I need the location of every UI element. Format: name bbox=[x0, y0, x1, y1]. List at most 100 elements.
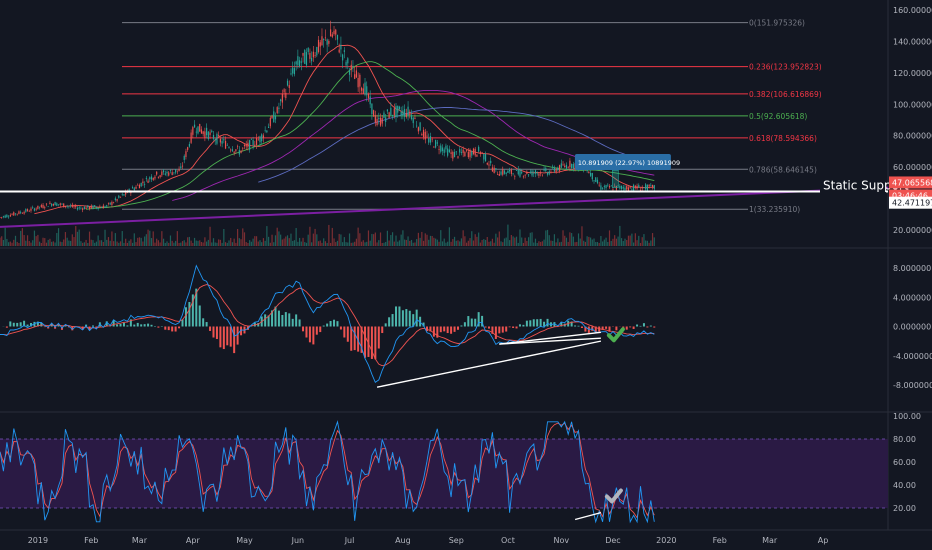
check-icon bbox=[606, 327, 625, 343]
candle-body bbox=[99, 206, 101, 208]
x-tick-label: 2019 bbox=[28, 536, 48, 545]
candle-body bbox=[639, 190, 642, 191]
volume-bar bbox=[206, 241, 208, 246]
volume-bar bbox=[521, 237, 523, 246]
volume-bar bbox=[309, 226, 311, 246]
candle-body bbox=[552, 166, 554, 168]
candle-body bbox=[536, 172, 538, 174]
candle-body bbox=[440, 145, 442, 152]
macd-histogram-bar bbox=[264, 314, 267, 327]
macd-histogram-bar bbox=[522, 324, 525, 327]
volume-bar bbox=[385, 241, 387, 246]
candle-body bbox=[176, 170, 178, 172]
volume-bar bbox=[388, 240, 390, 246]
volume-bar bbox=[577, 233, 580, 246]
volume-bar bbox=[352, 242, 354, 246]
volume-bar bbox=[245, 242, 247, 246]
macd-histogram-bar bbox=[322, 325, 325, 327]
time-axis[interactable]: 2019 Feb Mar Apr May Jun Jul Aug Sep Oct Nov Dec 202… bbox=[28, 536, 829, 545]
y-tick-label: 80.00 bbox=[893, 435, 916, 444]
volume-bar bbox=[76, 231, 79, 246]
candle-body bbox=[381, 118, 383, 124]
candle-body bbox=[503, 170, 506, 174]
volume-bar bbox=[280, 234, 282, 246]
volume-bar bbox=[44, 238, 46, 246]
candle-body bbox=[500, 171, 502, 175]
candle-body bbox=[641, 187, 643, 189]
volume-bar bbox=[135, 242, 137, 246]
candles-layer bbox=[0, 20, 655, 219]
candle-body bbox=[197, 126, 199, 134]
candle-body bbox=[63, 203, 65, 208]
volume-bar bbox=[39, 241, 41, 246]
candle-body bbox=[35, 208, 37, 210]
candle-body bbox=[68, 205, 70, 207]
volume-bar bbox=[445, 242, 447, 246]
macd-histogram-bar bbox=[147, 323, 150, 327]
macd-histogram-bar bbox=[525, 320, 528, 327]
volume-bar bbox=[42, 237, 44, 246]
price-axis[interactable]: 20.00000040.00000060.00000080.000000100.… bbox=[893, 6, 932, 513]
volume-bar bbox=[624, 238, 626, 246]
macd-histogram-bar bbox=[167, 326, 170, 331]
candle-body bbox=[333, 30, 335, 35]
macd-histogram-bar bbox=[364, 326, 367, 358]
volume-bar bbox=[436, 239, 438, 246]
y-tick-label: 100.00 bbox=[893, 412, 921, 421]
fib-label-0.786: 0.786(58.646145) bbox=[749, 165, 817, 174]
macd-divergence-line bbox=[376, 340, 602, 388]
y-tick-label: 8.000000 bbox=[893, 264, 931, 273]
volume-bar bbox=[192, 242, 194, 246]
candle-body bbox=[21, 213, 23, 214]
macd-histogram-bar bbox=[415, 309, 418, 327]
macd-histogram-bar bbox=[257, 323, 260, 327]
candle-body bbox=[25, 209, 27, 212]
candle-body bbox=[538, 173, 540, 176]
volume-bar bbox=[269, 242, 271, 246]
candle-body bbox=[42, 204, 44, 209]
volume-bar bbox=[619, 225, 621, 246]
candle-body bbox=[421, 134, 423, 136]
volume-bar bbox=[343, 237, 345, 246]
macd-layer bbox=[0, 264, 656, 388]
volume-bar bbox=[533, 242, 535, 246]
macd-histogram-bar bbox=[343, 326, 346, 338]
candle-body bbox=[311, 57, 313, 62]
volume-bar bbox=[69, 240, 72, 246]
volume-bar bbox=[226, 242, 228, 246]
candle-body bbox=[9, 215, 11, 217]
macd-histogram-bar bbox=[501, 326, 504, 333]
volume-bar bbox=[202, 242, 204, 246]
volume-bar bbox=[238, 238, 240, 246]
macd-histogram-bar bbox=[209, 326, 212, 331]
candle-body bbox=[412, 117, 414, 124]
candle-body bbox=[395, 105, 397, 117]
candle-body bbox=[211, 130, 213, 133]
candle-body bbox=[405, 113, 407, 118]
macd-histogram-bar bbox=[481, 315, 484, 327]
candle-body bbox=[249, 140, 251, 150]
candle-body bbox=[589, 172, 592, 176]
volume-bar bbox=[472, 240, 475, 246]
volume-bar bbox=[338, 233, 340, 246]
candle-body bbox=[193, 124, 196, 128]
macd-histogram-bar bbox=[560, 321, 563, 327]
volume-bar bbox=[317, 241, 320, 246]
macd-histogram-bar bbox=[470, 318, 473, 327]
macd-histogram-bar bbox=[484, 326, 487, 328]
volume-bar bbox=[262, 238, 265, 246]
volume-bar bbox=[417, 232, 419, 246]
candle-body bbox=[433, 146, 435, 148]
candle-body bbox=[488, 164, 490, 166]
volume-bar bbox=[104, 229, 106, 246]
candle-body bbox=[290, 73, 292, 75]
volume-bar bbox=[464, 236, 466, 246]
volume-bar bbox=[111, 231, 113, 246]
volume-bar bbox=[312, 233, 314, 246]
volume-bar bbox=[161, 231, 163, 246]
candle-body bbox=[206, 127, 208, 136]
macd-histogram-bar bbox=[487, 326, 490, 329]
candle-body bbox=[161, 171, 163, 176]
macd-histogram-bar bbox=[518, 324, 521, 327]
